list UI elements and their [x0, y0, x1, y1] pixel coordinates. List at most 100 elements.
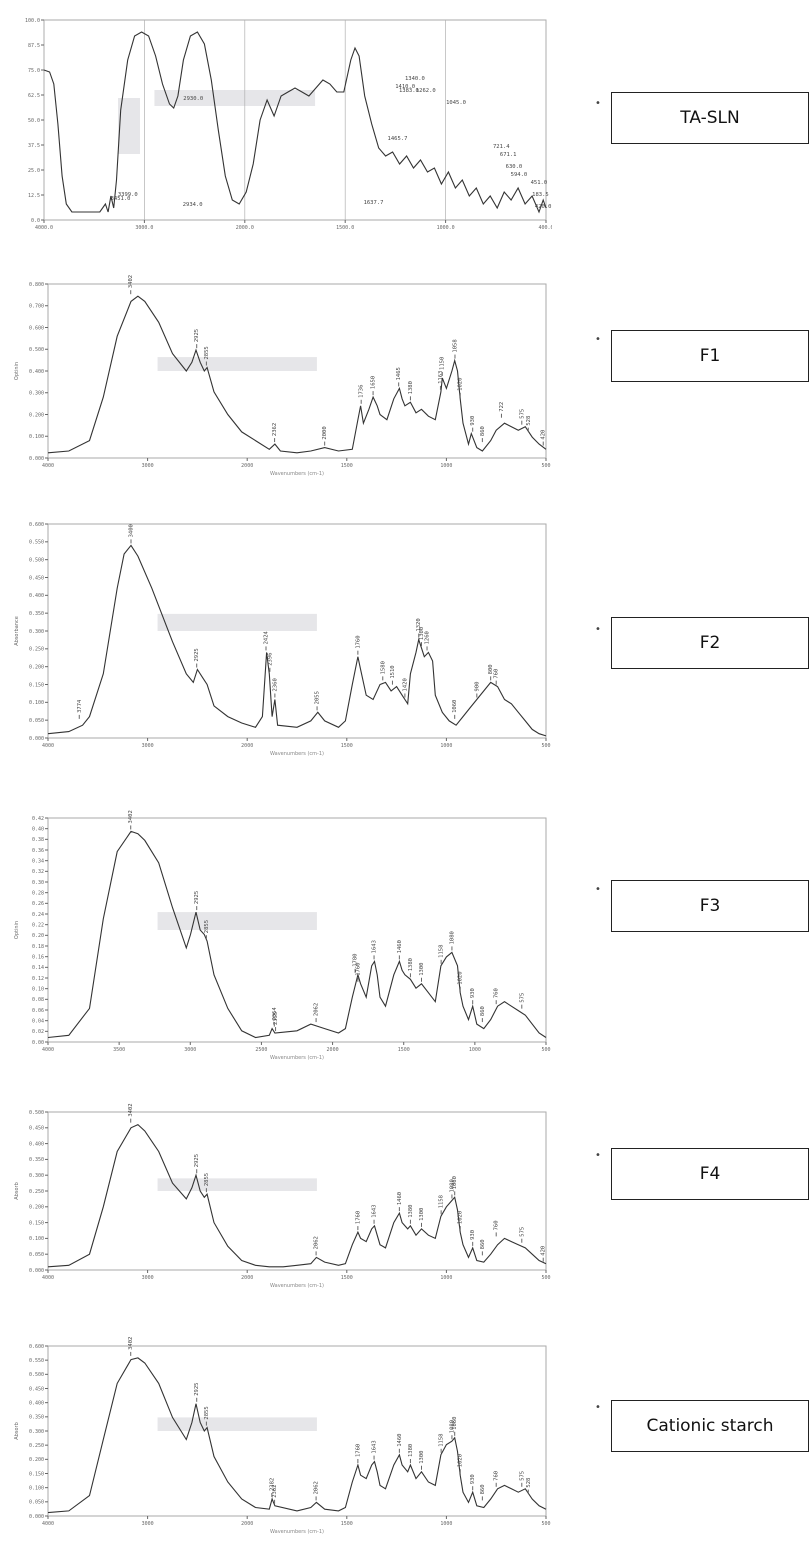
- x-tick-label: 1500: [341, 743, 353, 749]
- spectrum-line: [47, 295, 547, 454]
- x-axis-title: Wavenumbers (cm-1): [270, 1055, 324, 1061]
- peak-label: 1637.7: [364, 200, 384, 206]
- peak-label: 1460: [397, 1192, 403, 1205]
- y-tick-label: 0.400: [29, 369, 44, 375]
- y-tick-label: 0.350: [29, 611, 44, 617]
- y-tick-label: 0.400: [29, 593, 44, 599]
- peak-label: 760: [494, 1471, 500, 1481]
- y-axis-label: Optinin: [14, 921, 20, 939]
- peak-label: 594.0: [511, 172, 528, 178]
- peak-label: 528: [526, 1478, 532, 1488]
- x-tick-label: 1000: [440, 743, 452, 749]
- y-tick-label: 0.100: [29, 434, 44, 440]
- peak-label: 3400: [129, 524, 135, 537]
- spectrum-panel-f1: 0.000 0.100 0.200 0.300 0.400 0.500 0.600 0.700…: [8, 272, 552, 484]
- scan-smudge: [157, 912, 317, 930]
- peak-label: 2925: [194, 329, 200, 342]
- scan-smudge: [157, 357, 317, 371]
- x-tick-label: 2000: [241, 1275, 253, 1281]
- peak-label: 1300: [419, 1451, 425, 1464]
- x-tick-label: 4000: [42, 1521, 54, 1527]
- peak-label: 1300: [419, 963, 425, 976]
- y-tick-label: 0.04: [32, 1018, 44, 1024]
- peak-label: 2855: [204, 1173, 210, 1186]
- peak-label: 1020: [458, 971, 464, 984]
- peak-label: 1736: [359, 385, 365, 398]
- y-tick-label: 0.500: [29, 1110, 44, 1116]
- peak-label: 760: [494, 1220, 500, 1230]
- y-tick-label: 0.450: [29, 1386, 44, 1392]
- peak-label: 860: [480, 1484, 486, 1494]
- peak-label: 3402: [128, 1103, 134, 1116]
- peak-label: 860: [480, 1006, 486, 1016]
- peak-label: 1260: [425, 631, 431, 644]
- spectrum-line: [47, 1123, 547, 1268]
- peak-label: 1262.0: [416, 88, 436, 94]
- spectrum-chart-f3: 0.00 0.02 0.04 0.06 0.08 0.10 0.12 0.14 0.16 0.18…: [14, 810, 551, 1061]
- y-tick-label: 0.350: [29, 1415, 44, 1421]
- y-tick-label: 0.000: [29, 1514, 44, 1520]
- x-tick-label: 3000: [142, 463, 154, 469]
- x-tick-label: 2000: [241, 463, 253, 469]
- y-tick-label: 0.200: [29, 1205, 44, 1211]
- peak-label: 1465.7: [388, 136, 408, 142]
- peak-label: 1383.0: [399, 88, 419, 94]
- y-tick-label: 0.450: [29, 575, 44, 581]
- y-tick-label: 0.38: [32, 837, 44, 843]
- y-tick-label: 0.28: [32, 890, 44, 896]
- peak-label: 2925: [194, 1383, 200, 1396]
- label-text-f4: F4: [699, 1164, 721, 1184]
- peak-label: 1760: [355, 1211, 361, 1224]
- peak-label: 1760: [355, 1444, 361, 1457]
- peak-label: 1650: [371, 376, 377, 389]
- peak-label: 3402: [128, 810, 134, 823]
- peak-label: 1320: [416, 618, 422, 631]
- x-tick-label: 500: [541, 1521, 550, 1527]
- x-tick-label: 1500: [341, 463, 353, 469]
- x-tick-label: 3000: [142, 1275, 154, 1281]
- peak-label: 930: [470, 1474, 476, 1484]
- y-tick-label: 0.100: [29, 700, 44, 706]
- peak-label: 1080: [449, 1179, 455, 1192]
- y-tick-label: 0.22: [32, 922, 44, 928]
- x-tick-label: 3000: [142, 1521, 154, 1527]
- x-tick-label: 400.0: [538, 225, 552, 231]
- y-tick-label: 37.5: [28, 143, 40, 149]
- y-tick-label: 0.400: [29, 1400, 44, 1406]
- peak-label: 2855: [204, 346, 210, 359]
- peak-label: 900: [474, 682, 480, 692]
- y-tick-label: 0.16: [32, 954, 44, 960]
- spectrum-panel-f4: 0.000 0.050 0.100 0.150 0.200 0.250 0.300 0.350…: [8, 1100, 552, 1296]
- peak-label: 1163: [438, 371, 444, 384]
- peak-label: 1380: [408, 958, 414, 971]
- y-tick-label: 0.600: [29, 1344, 44, 1350]
- spectrum-chart-f4: 0.000 0.050 0.100 0.150 0.200 0.250 0.300 0.350…: [14, 1103, 551, 1289]
- label-text-cationic-starch: Cationic starch: [646, 1416, 774, 1436]
- peak-label: 575: [519, 409, 525, 419]
- y-tick-label: 0.450: [29, 1126, 44, 1132]
- y-tick-label: 0.250: [29, 1189, 44, 1195]
- peak-label: 183.5: [532, 192, 549, 198]
- peak-label: 1045.0: [446, 100, 466, 106]
- peak-label: 1380: [408, 381, 414, 394]
- scan-smudge: [154, 90, 316, 106]
- x-tick-label: 1500: [341, 1521, 353, 1527]
- bullet-marker: •: [595, 334, 601, 345]
- y-tick-label: 0.300: [29, 629, 44, 635]
- peak-label: 528: [526, 416, 532, 426]
- y-tick-label: 0.500: [29, 347, 44, 353]
- peak-label: 1300: [419, 1208, 425, 1221]
- y-tick-label: 0.34: [32, 858, 44, 864]
- y-tick-label: 0.20: [32, 933, 44, 939]
- y-tick-label: 0.12: [32, 976, 44, 982]
- peak-label: 860: [480, 426, 486, 436]
- peak-label: 930: [470, 1230, 476, 1240]
- peak-label: 630.0: [506, 164, 523, 170]
- peak-label: 1760: [355, 963, 361, 976]
- spectrum-chart-ta-sln: 0.0 12.5 25.0 37.5 50.0 62.5 75.0 87.5 100.0 4000…: [25, 18, 552, 231]
- x-tick-label: 2000.0: [236, 225, 254, 231]
- y-tick-label: 0.050: [29, 1252, 44, 1258]
- x-tick-label: 1500.0: [336, 225, 354, 231]
- peak-label: 3451.0: [111, 196, 131, 202]
- peak-label: 1760: [355, 635, 361, 648]
